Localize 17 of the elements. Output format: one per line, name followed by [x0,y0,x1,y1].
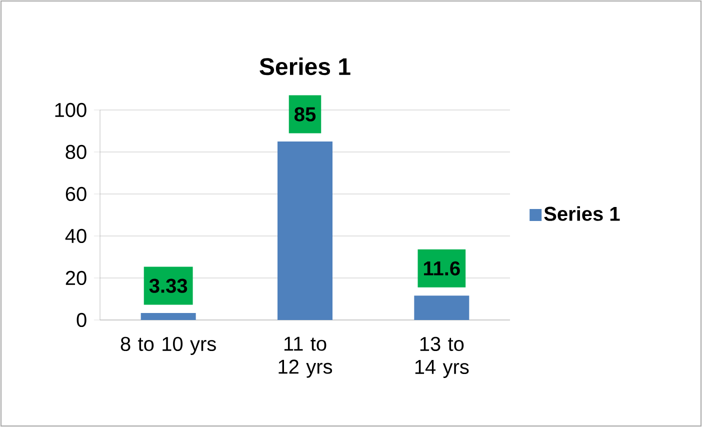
x-tick-label: 11 to 12 yrs [278,336,332,378]
y-tick-label: 0 [76,312,86,328]
bar [140,312,196,320]
data-label: 85 [294,107,316,122]
bar [414,296,470,320]
legend-label: Series 1 [544,206,620,221]
y-tick-label: 100 [55,102,86,118]
y-tick-label: 80 [66,144,86,160]
y-tick-label: 40 [65,228,86,244]
x-tick-label: 13 to 14 yrs [415,336,469,378]
data-label: 11.6 [424,261,460,276]
chart-title: Series 1 [260,57,350,76]
bar [278,141,332,320]
y-tick-label: 20 [66,270,86,286]
y-tick-label: 60 [66,186,86,202]
data-label: 3.33 [149,278,188,293]
x-tick-label: 8 to 10 yrs [120,336,216,355]
